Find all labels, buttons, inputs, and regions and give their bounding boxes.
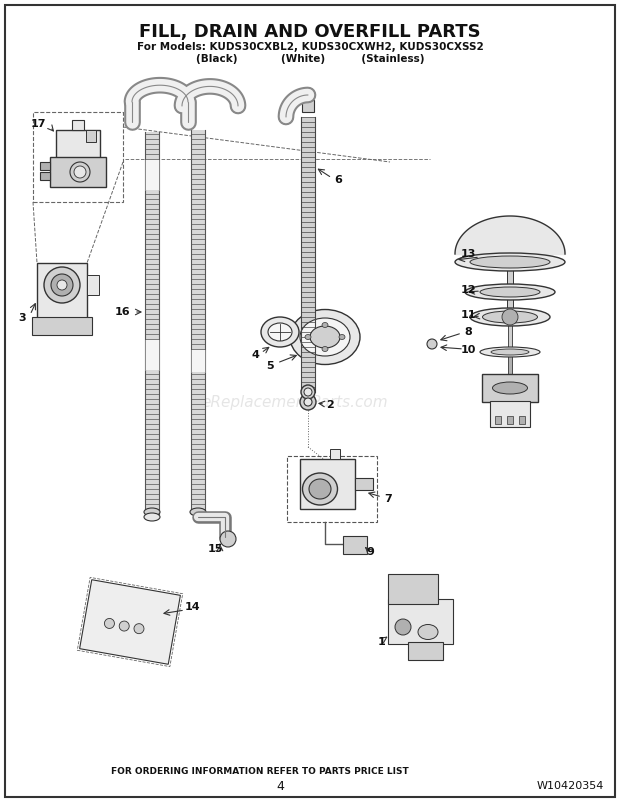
Bar [302, 100, 314, 112]
Ellipse shape [480, 287, 540, 297]
Circle shape [57, 280, 67, 290]
Text: 8: 8 [464, 327, 472, 337]
Text: W10420354: W10420354 [536, 781, 604, 791]
Text: 15: 15 [207, 544, 223, 554]
Circle shape [70, 162, 90, 182]
Circle shape [304, 388, 312, 396]
Ellipse shape [144, 508, 160, 516]
Text: (Black)            (White)          (Stainless): (Black) (White) (Stainless) [196, 54, 424, 64]
Text: 4: 4 [276, 780, 284, 792]
Ellipse shape [455, 253, 565, 271]
Text: 17: 17 [30, 119, 46, 129]
Circle shape [44, 267, 80, 303]
Circle shape [301, 385, 315, 399]
Text: 14: 14 [184, 602, 200, 612]
Ellipse shape [482, 311, 538, 323]
Circle shape [427, 339, 437, 349]
Ellipse shape [492, 382, 528, 394]
Text: 13: 13 [460, 249, 476, 259]
Text: 12: 12 [460, 285, 476, 295]
Text: FILL, DRAIN AND OVERFILL PARTS: FILL, DRAIN AND OVERFILL PARTS [139, 23, 481, 41]
Text: For Models: KUDS30CXBL2, KUDS30CXWH2, KUDS30CXSS2: For Models: KUDS30CXBL2, KUDS30CXWH2, KU… [136, 42, 484, 52]
Text: 4: 4 [251, 350, 259, 360]
Ellipse shape [144, 513, 160, 521]
Ellipse shape [322, 322, 328, 327]
Bar [40, 162, 50, 170]
Ellipse shape [261, 317, 299, 347]
Circle shape [502, 309, 518, 325]
Circle shape [304, 398, 312, 406]
Bar [191, 130, 205, 514]
Text: FOR ORDERING INFORMATION REFER TO PARTS PRICE LIST: FOR ORDERING INFORMATION REFER TO PARTS … [111, 767, 409, 776]
Text: 3: 3 [18, 313, 26, 323]
Circle shape [220, 531, 236, 547]
Bar [78, 577, 183, 666]
Ellipse shape [305, 334, 311, 339]
Text: 11: 11 [460, 310, 476, 320]
Bar [507, 416, 513, 424]
Ellipse shape [470, 308, 550, 326]
Ellipse shape [465, 284, 555, 300]
Ellipse shape [470, 256, 550, 268]
Bar [33, 112, 123, 202]
Bar [355, 478, 373, 490]
Bar [388, 574, 438, 604]
Text: 6: 6 [334, 175, 342, 185]
Circle shape [51, 274, 73, 296]
Text: eReplacementParts.com: eReplacementParts.com [202, 395, 388, 410]
Ellipse shape [290, 310, 360, 364]
Bar [519, 416, 525, 424]
Bar [343, 536, 367, 554]
Bar [40, 172, 50, 180]
Ellipse shape [480, 347, 540, 357]
Bar [50, 157, 106, 187]
Bar [145, 132, 159, 514]
Text: 2: 2 [326, 400, 334, 410]
Bar [287, 456, 377, 522]
Text: 10: 10 [460, 345, 476, 355]
Bar [145, 160, 159, 190]
Bar [86, 130, 96, 142]
Ellipse shape [418, 625, 438, 639]
Bar [482, 374, 538, 402]
Bar [87, 275, 99, 295]
Bar [72, 120, 84, 130]
Bar [79, 580, 180, 664]
Ellipse shape [268, 323, 292, 341]
Bar [508, 317, 512, 347]
Ellipse shape [300, 318, 350, 356]
Text: 7: 7 [384, 494, 392, 504]
Text: 5: 5 [266, 361, 274, 371]
Bar [32, 317, 92, 335]
Circle shape [134, 624, 144, 634]
Ellipse shape [190, 508, 206, 516]
Circle shape [300, 394, 316, 410]
Ellipse shape [303, 473, 337, 505]
Bar [301, 117, 315, 392]
Bar [191, 350, 205, 372]
Circle shape [395, 619, 411, 635]
Bar [56, 130, 100, 162]
Bar [37, 263, 87, 318]
Ellipse shape [310, 326, 340, 348]
Bar [330, 449, 340, 459]
Text: 16: 16 [114, 307, 130, 317]
Bar [508, 351, 512, 377]
Circle shape [119, 621, 129, 631]
Bar [408, 642, 443, 660]
Bar [507, 262, 513, 312]
Text: 1: 1 [378, 637, 386, 647]
Bar [145, 340, 159, 370]
Ellipse shape [322, 346, 328, 351]
Bar [300, 459, 355, 509]
Circle shape [74, 166, 86, 178]
Ellipse shape [339, 334, 345, 339]
Bar [388, 599, 453, 644]
Ellipse shape [491, 349, 529, 355]
Bar [495, 416, 501, 424]
Text: 9: 9 [366, 547, 374, 557]
Ellipse shape [309, 479, 331, 499]
Circle shape [104, 618, 115, 629]
Bar [490, 401, 530, 427]
